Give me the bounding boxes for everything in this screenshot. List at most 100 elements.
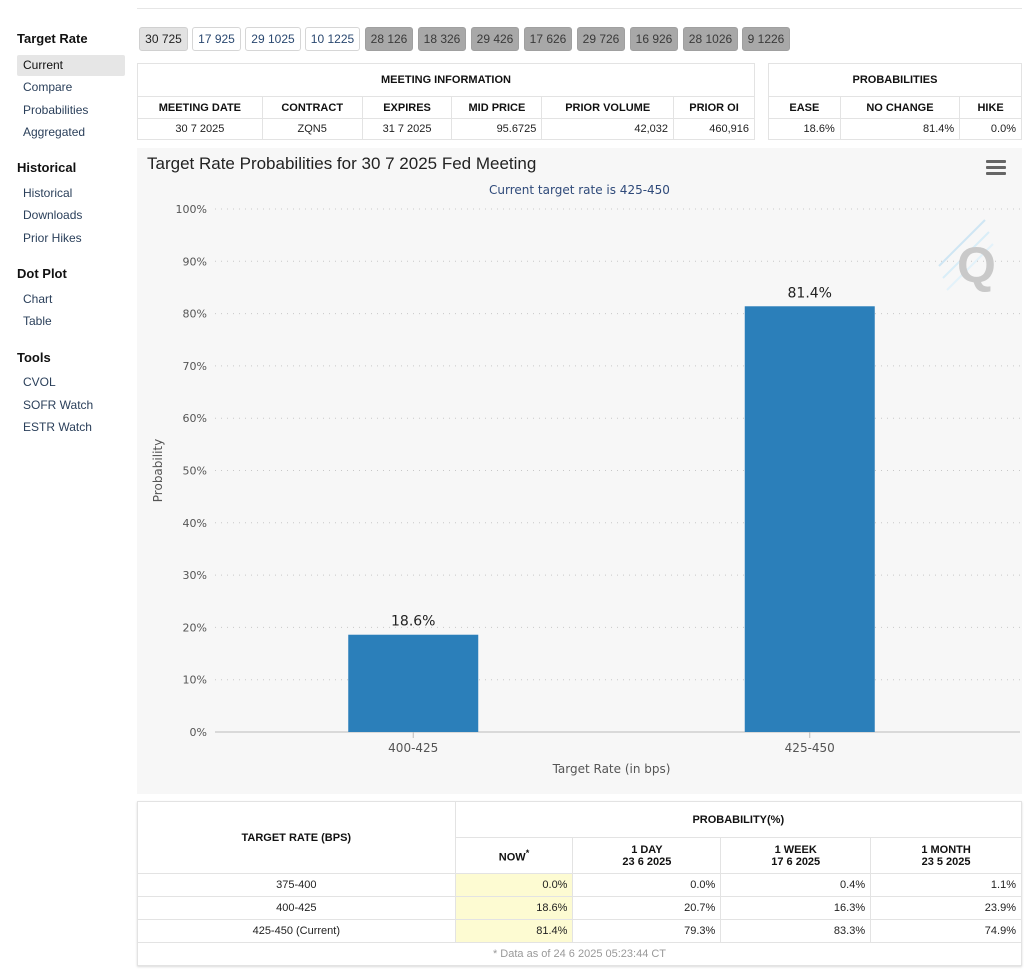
watermark-letter: Q: [957, 237, 996, 293]
mid-price-value: 95.6725: [451, 118, 543, 140]
now-value-cell: 0.0%: [454, 873, 574, 897]
header-target-rate-bps: TARGET RATE (BPS): [137, 801, 456, 874]
tab-meeting-18-326[interactable]: 18 326: [418, 27, 466, 51]
y-axis-title: Probability: [151, 439, 165, 502]
one-week-value-cell: 83.3%: [720, 919, 872, 943]
sidebar-item-prior-hikes[interactable]: Prior Hikes: [23, 231, 82, 245]
now-footnote-marker: *: [525, 847, 530, 858]
no-change-value: 81.4%: [839, 118, 961, 140]
header-1-day: 1 DAY 23 6 2025: [572, 837, 722, 874]
sidebar-item-probabilities[interactable]: Probabilities: [23, 103, 89, 117]
chart-menu-icon[interactable]: [986, 160, 1006, 176]
table-row: 375-400 0.0% 0.0% 0.4% 1.1%: [137, 873, 1022, 897]
one-week-value-cell: 0.4%: [720, 873, 872, 897]
sidebar-item-aggregated[interactable]: Aggregated: [23, 125, 86, 139]
header-hike: HIKE: [959, 96, 1022, 119]
sidebar-item-compare[interactable]: Compare: [23, 80, 73, 94]
tab-meeting-28-126[interactable]: 28 126: [365, 27, 413, 51]
bar: [348, 634, 479, 732]
target-rate-cell: 375-400: [137, 873, 456, 897]
one-day-value-cell: 20.7%: [572, 896, 722, 920]
sidebar-item-cvol[interactable]: CVOL: [23, 375, 56, 389]
now-value-cell: 18.6%: [454, 896, 574, 920]
header-1-month: 1 MONTH 23 5 2025: [870, 837, 1022, 874]
y-tick-label: 80%: [183, 308, 207, 321]
y-tick-label: 0%: [190, 726, 207, 739]
x-axis-title: Target Rate (in bps): [552, 762, 671, 776]
header-1-month-date: 23 5 2025: [921, 855, 971, 868]
y-tick-label: 100%: [176, 203, 207, 216]
bar: [744, 306, 875, 732]
tab-meeting-29-1025[interactable]: 29 1025: [245, 27, 301, 51]
probability-chart: Target Rate Probabilities for 30 7 2025 …: [137, 148, 1022, 794]
y-tick-label: 90%: [183, 255, 207, 268]
target-rate-table: TARGET RATE (BPS) PROBABILITY(%) NOW* 1 …: [137, 801, 1023, 966]
now-value-cell: 81.4%: [454, 919, 574, 943]
tab-meeting-30-725[interactable]: 30 725: [139, 27, 188, 51]
top-divider: [137, 8, 1022, 9]
one-month-value-cell: 1.1%: [870, 873, 1022, 897]
tab-meeting-29-426[interactable]: 29 426: [471, 27, 519, 51]
x-tick-label: 400-425: [388, 741, 438, 755]
header-now: NOW*: [454, 837, 574, 874]
sidebar-section-dot-plot: Dot Plot: [17, 266, 67, 281]
one-day-value-cell: 79.3%: [572, 919, 722, 943]
tab-meeting-9-1226[interactable]: 9 1226: [742, 27, 790, 51]
meeting-information-table: MEETING INFORMATION MEETING DATE CONTRAC…: [137, 63, 755, 140]
cme-logo-watermark: Q: [937, 218, 1002, 303]
bar-data-label: 81.4%: [788, 285, 832, 301]
header-1-day-date: 23 6 2025: [622, 855, 672, 868]
y-tick-label: 30%: [183, 569, 207, 582]
target-rate-cell: 400-425: [137, 896, 456, 920]
tab-meeting-29-726[interactable]: 29 726: [577, 27, 625, 51]
expires-value: 31 7 2025: [361, 118, 453, 140]
y-tick-label: 50%: [183, 465, 207, 478]
prior-volume-value: 42,032: [541, 118, 675, 140]
sidebar-item-estr-watch[interactable]: ESTR Watch: [23, 420, 92, 434]
header-prior-oi: PRIOR OI: [673, 96, 755, 119]
tab-meeting-10-1225[interactable]: 10 1225: [305, 27, 360, 51]
sidebar-section-historical: Historical: [17, 160, 77, 175]
prior-oi-value: 460,916: [673, 118, 755, 140]
header-meeting-date: MEETING DATE: [137, 96, 263, 119]
x-tick-label: 425-450: [785, 741, 835, 755]
header-no-change: NO CHANGE: [839, 96, 961, 119]
one-day-value-cell: 0.0%: [572, 873, 722, 897]
y-tick-label: 70%: [183, 360, 207, 373]
y-tick-label: 20%: [183, 621, 207, 634]
contract-value: ZQN5: [261, 118, 363, 140]
meeting-date-value: 30 7 2025: [137, 118, 263, 140]
header-probability-percent: PROBABILITY(%): [454, 801, 1023, 838]
y-tick-label: 10%: [183, 674, 207, 687]
table-row: 425-450 (Current) 81.4% 79.3% 83.3% 74.9…: [137, 919, 1022, 943]
header-prior-volume: PRIOR VOLUME: [541, 96, 675, 119]
y-tick-label: 60%: [183, 412, 207, 425]
sidebar-item-chart[interactable]: Chart: [23, 292, 53, 306]
chart-title: Target Rate Probabilities for 30 7 2025 …: [147, 154, 537, 173]
meeting-information-caption: MEETING INFORMATION: [137, 63, 755, 97]
header-contract: CONTRACT: [261, 96, 363, 119]
data-timestamp-footnote: * Data as of 24 6 2025 05:23:44 CT: [137, 942, 1022, 966]
chart-subtitle: Current target rate is 425-450: [489, 183, 670, 197]
header-expires: EXPIRES: [361, 96, 453, 119]
target-rate-cell: 425-450 (Current): [137, 919, 456, 943]
tab-meeting-17-925[interactable]: 17 925: [192, 27, 241, 51]
header-ease: EASE: [768, 96, 841, 119]
sidebar-item-sofr-watch[interactable]: SOFR Watch: [23, 398, 94, 412]
header-mid-price: MID PRICE: [451, 96, 543, 119]
sidebar-item-downloads[interactable]: Downloads: [23, 208, 83, 222]
tab-meeting-28-1026[interactable]: 28 1026: [683, 27, 738, 51]
tab-meeting-17-626[interactable]: 17 626: [524, 27, 572, 51]
one-month-value-cell: 74.9%: [870, 919, 1022, 943]
sidebar-item-table[interactable]: Table: [23, 314, 52, 328]
sidebar-item-current[interactable]: Current: [17, 55, 125, 76]
chart-plot-area: 0% 10% 20% 30% 40% 50% 60% 70% 80% 90% 100% 18.6% 40…: [151, 203, 1020, 776]
header-1-week: 1 WEEK 17 6 2025: [720, 837, 872, 874]
sidebar-section-tools: Tools: [17, 350, 51, 365]
y-tick-label: 40%: [183, 517, 207, 530]
ease-value: 18.6%: [768, 118, 841, 140]
header-1-week-date: 17 6 2025: [771, 855, 821, 868]
bar-data-label: 18.6%: [391, 614, 435, 630]
sidebar-item-historical[interactable]: Historical: [23, 186, 73, 200]
tab-meeting-16-926[interactable]: 16 926: [630, 27, 678, 51]
